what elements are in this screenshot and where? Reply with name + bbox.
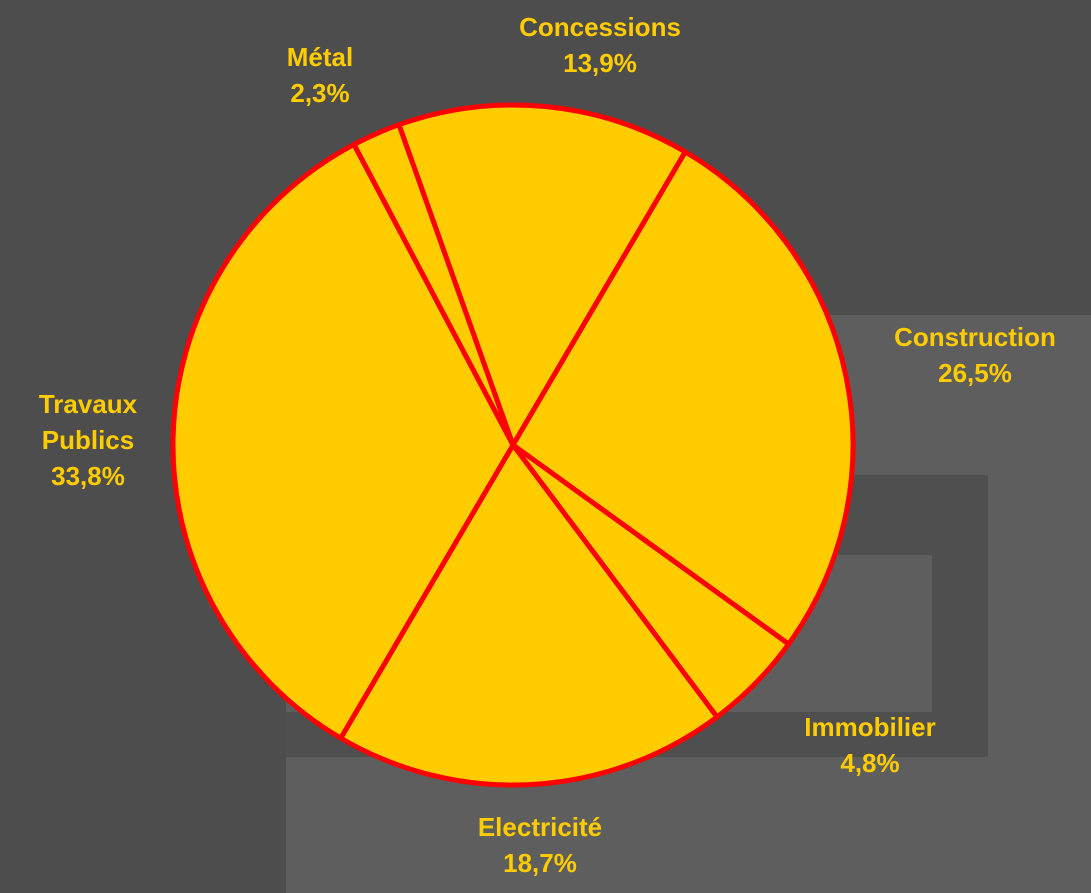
value-label: 33,8% [51, 461, 125, 491]
slice [338, 442, 720, 788]
category: Immobilier [804, 712, 936, 742]
value-label: 4,8% [840, 748, 900, 778]
category: Concessions [519, 12, 681, 42]
slice-label: Travaux Publics 33,8% [13, 386, 163, 494]
value-label: 26,5% [938, 358, 1012, 388]
slice-label: Concessions 13,9% [450, 9, 750, 81]
slice-label: Métal 2,3% [220, 39, 420, 111]
category: Travaux Publics [38, 389, 138, 455]
slice-label: Immobilier 4,8% [720, 709, 1020, 781]
slice-label: Electricité 18,7% [390, 809, 690, 881]
value-label: 2,3% [290, 78, 350, 108]
category: Métal [286, 42, 354, 72]
value-label: 13,9% [563, 48, 637, 78]
backdrop [286, 757, 1004, 893]
slice [396, 102, 688, 448]
slice [351, 122, 516, 448]
slices [170, 102, 856, 788]
category: Electricité [477, 812, 603, 842]
slice [170, 141, 516, 741]
category: Construction [894, 322, 1056, 352]
value-label: 18,7% [503, 848, 577, 878]
slice-label: Construction 26,5% [825, 319, 1091, 391]
slice [510, 149, 856, 647]
